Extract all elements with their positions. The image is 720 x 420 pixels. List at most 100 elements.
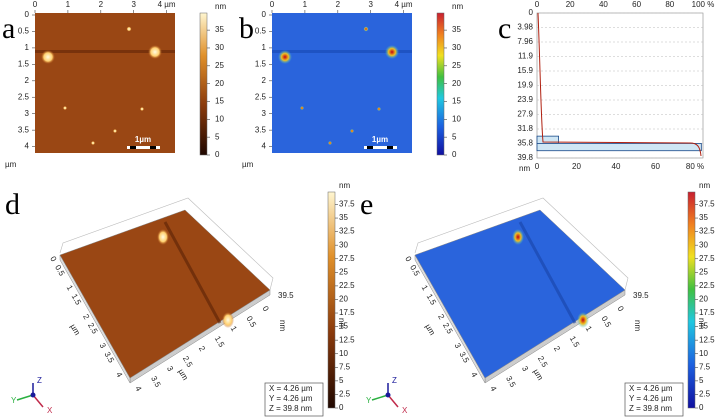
x-tick-label: 60 [632, 0, 641, 9]
afm-image [35, 13, 175, 153]
panel-label: d [5, 188, 20, 221]
colorbar-unit: nm [339, 181, 350, 190]
axis-unit: nm [519, 164, 530, 173]
feature-bump [157, 229, 169, 245]
x-tick-label: 0 [33, 0, 38, 9]
feature-spot [140, 107, 144, 111]
axis-tick-label: 2.5 [536, 355, 550, 370]
y-tick-label: 1 [262, 43, 267, 52]
x-tick-label: 80 [665, 0, 674, 9]
colorbar [687, 191, 696, 409]
colorbar-unit: nm [699, 181, 710, 190]
axis-tick-label: 2 [197, 345, 207, 354]
axis-tick-label: 0.5 [600, 315, 614, 330]
axis-tick-label: 2 [552, 345, 562, 354]
colorbar-tick-label: 25 [699, 267, 708, 276]
axis-tick-label: 3.5 [504, 375, 518, 390]
colorbar-tick-label: 2.5 [339, 390, 351, 399]
scratch-line [163, 221, 222, 324]
y-tick-label: 31.8 [517, 124, 533, 133]
feature-bump [512, 229, 524, 245]
y-tick-label: 1.5 [255, 59, 267, 68]
colorbar-tick-label: 27.5 [339, 254, 355, 263]
feature-spot [91, 141, 95, 145]
colorbar-tick-label: 0 [452, 150, 457, 159]
colorbar-tick-label: 35 [452, 25, 461, 34]
axis-tick-label: 1.5 [213, 335, 227, 350]
axis-tick-label: 3 [520, 365, 530, 374]
y-tick-label: 19.9 [517, 81, 533, 90]
axis-tick-label: 2 [436, 313, 446, 322]
x-tick-label: 60 [651, 162, 660, 171]
colorbar-unit: nm [452, 2, 463, 11]
gizmo-origin [30, 392, 36, 398]
colorbar-tick-label: 22.5 [339, 281, 355, 290]
x-tick-label: 2 [336, 0, 341, 9]
scale-bar: 1µm [364, 135, 397, 149]
panel-label: b [239, 12, 254, 45]
colorbar-title: nm [697, 318, 706, 329]
colorbar-tick-label: 37.5 [339, 200, 355, 209]
feature-spot [350, 129, 354, 133]
afm-image [272, 13, 412, 153]
colorbar-tick-label: 15 [452, 97, 461, 106]
y-tick-label: 4 [262, 142, 267, 151]
z-unit: nm [633, 320, 642, 331]
y-tick-label: 4 [25, 142, 30, 151]
axis-tick-label: 2 [81, 313, 91, 322]
info-line: X = 4.26 µm [629, 384, 673, 393]
colorbar-tick-label: 20 [215, 79, 224, 88]
scale-bar-label: 1µm [372, 135, 388, 144]
z-unit: nm [278, 320, 287, 331]
axis-tick-label: 0 [403, 255, 413, 264]
y-tick-label: 0 [25, 10, 30, 19]
x-tick-label: 20 [566, 0, 575, 9]
colorbar-tick-label: 5 [452, 132, 457, 141]
feature-spot [300, 106, 304, 110]
scale-bar-dash [130, 146, 136, 149]
cumulative-curve [537, 12, 702, 157]
colorbar-tick-label: 15 [699, 322, 708, 331]
x-tick-label: 3 [368, 0, 373, 9]
scale-bar: 1µm [127, 135, 160, 149]
feature-spot [126, 26, 132, 32]
axis-unit: µm [176, 368, 190, 383]
scratch-line [272, 50, 412, 53]
axis-tick-label: 0.5 [245, 315, 259, 330]
z-tick-label: 39.5 [278, 291, 294, 300]
info-line: X = 4.26 µm [269, 384, 313, 393]
axis-tick-label: 4 [469, 370, 479, 379]
scale-bar-bar [364, 146, 397, 149]
y-tick-label: 7.96 [517, 37, 533, 46]
x-tick-label: 0 [270, 0, 275, 9]
scale-bar-dash [387, 146, 393, 149]
colorbar-tick-label: 30 [699, 240, 708, 249]
colorbar-tick-label: 20 [339, 295, 348, 304]
colorbar-tick-label: 20 [452, 79, 461, 88]
colorbar-tick-label: 22.5 [699, 281, 715, 290]
colorbar-tick-label: 17.5 [339, 308, 355, 317]
colorbar-tick-label: 2.5 [699, 390, 711, 399]
gizmo-axis [32, 394, 44, 408]
y-tick-label: 23.9 [517, 95, 533, 104]
gizmo-label: Y [366, 396, 372, 405]
colorbar-unit: nm [215, 2, 226, 11]
bounding-box [59, 197, 274, 291]
colorbar-tick-label: 10 [452, 114, 461, 123]
colorbar-tick-label: 30 [339, 240, 348, 249]
panel-label: c [498, 12, 511, 45]
info-line: Z = 39.8 nm [269, 404, 312, 413]
colorbar-tick-label: 15 [215, 97, 224, 106]
x-tick-label: 40 [599, 0, 608, 9]
y-tick-label: 15.9 [517, 66, 533, 75]
x-tick-label: 40 [612, 162, 621, 171]
y-tick-label: 3.98 [517, 23, 533, 32]
colorbar-tick-label: 0 [699, 403, 704, 412]
axis-tick-label: 3 [453, 342, 463, 351]
axis-tick-label: 0 [260, 305, 270, 314]
colorbar-tick-label: 0 [339, 403, 344, 412]
scale-bar-dash [367, 146, 373, 149]
y-tick-label: 2 [25, 76, 30, 85]
colorbar-tick-label: 35 [215, 25, 224, 34]
